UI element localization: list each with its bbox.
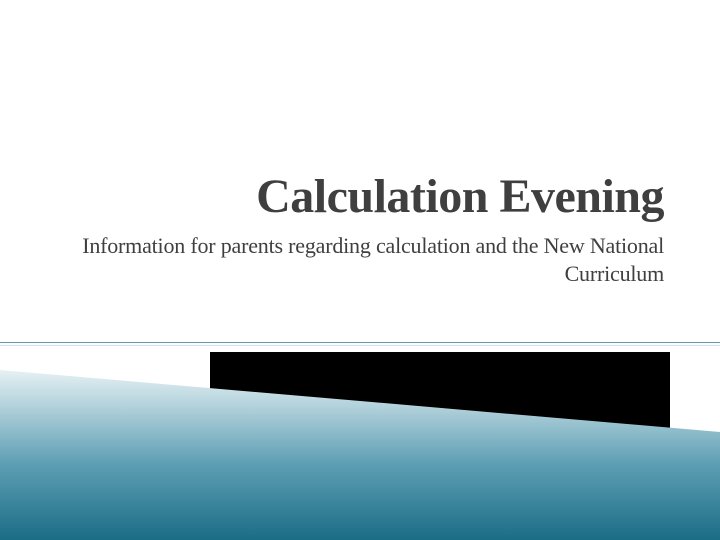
title-slide: Calculation Evening Information for pare… [0, 0, 720, 540]
slide-title: Calculation Evening [70, 172, 664, 222]
title-block: Calculation Evening Information for pare… [70, 172, 664, 287]
teal-wedge-graphic [0, 340, 720, 540]
slide-subtitle: Information for parents regarding calcul… [70, 232, 664, 287]
